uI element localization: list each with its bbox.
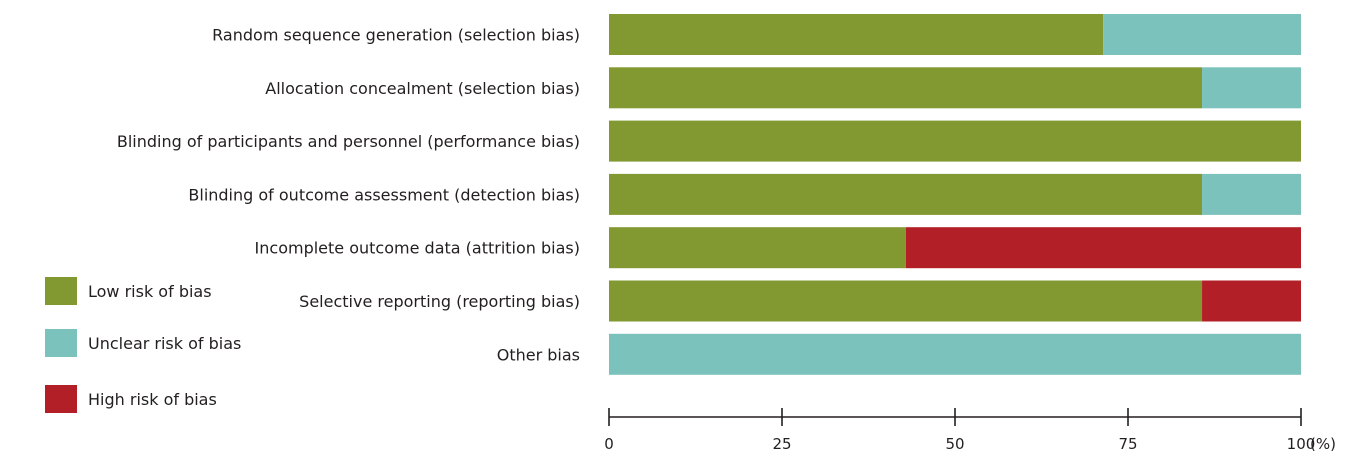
bar-segment-1-low-risk-of-bias [609, 14, 1104, 55]
bar-segment-2-low-risk-of-bias [609, 67, 1203, 109]
legend: Low risk of bias Unclear risk of bias High… [45, 277, 241, 413]
x-tick-label-100: 100 [1287, 435, 1316, 453]
x-axis: 0 25 50 75 100(%) [604, 408, 1336, 453]
category-label-1: Random sequence generation (selection bi… [212, 26, 580, 45]
category-label-3: Blinding of participants and personnel (… [117, 132, 580, 151]
bar-segment-2-unclear-risk-of-bias [1202, 67, 1301, 109]
bar-segment-6-high-risk-of-bias [1202, 280, 1301, 322]
category-label-6: Selective reporting (reporting bias) [299, 292, 580, 311]
category-labels: Random sequence generation (selection bi… [117, 26, 580, 365]
category-label-5: Incomplete outcome data (attrition bias) [255, 239, 580, 258]
bar-segment-5-low-risk-of-bias [609, 227, 906, 269]
category-label-4: Blinding of outcome assessment (detectio… [188, 185, 580, 204]
legend-label-high-risk-of-bias: High risk of bias [88, 390, 217, 409]
legend-swatch-low-risk-of-bias [45, 277, 77, 305]
legend-label-low-risk-of-bias: Low risk of bias [88, 282, 212, 301]
category-label-7: Other bias [497, 345, 580, 364]
bar-segment-6-low-risk-of-bias [609, 280, 1203, 322]
x-tick-label-50: 50 [945, 435, 964, 453]
bar-segment-7-unclear-risk-of-bias [609, 333, 1301, 375]
x-axis-unit: (%) [1310, 435, 1336, 453]
x-tick-label-25: 25 [772, 435, 791, 453]
x-tick-label-0: 0 [604, 435, 614, 453]
bar-segment-1-unclear-risk-of-bias [1103, 14, 1301, 55]
legend-swatch-unclear-risk-of-bias [45, 329, 77, 357]
bar-segment-4-low-risk-of-bias [609, 173, 1203, 215]
category-label-2: Allocation concealment (selection bias) [265, 79, 580, 98]
legend-label-unclear-risk-of-bias: Unclear risk of bias [88, 334, 241, 353]
bars-group [609, 14, 1301, 375]
x-tick-label-75: 75 [1118, 435, 1137, 453]
bar-segment-5-high-risk-of-bias [905, 227, 1301, 269]
legend-swatch-high-risk-of-bias [45, 385, 77, 413]
bar-segment-3-low-risk-of-bias [609, 120, 1301, 162]
bar-segment-4-unclear-risk-of-bias [1202, 173, 1301, 215]
